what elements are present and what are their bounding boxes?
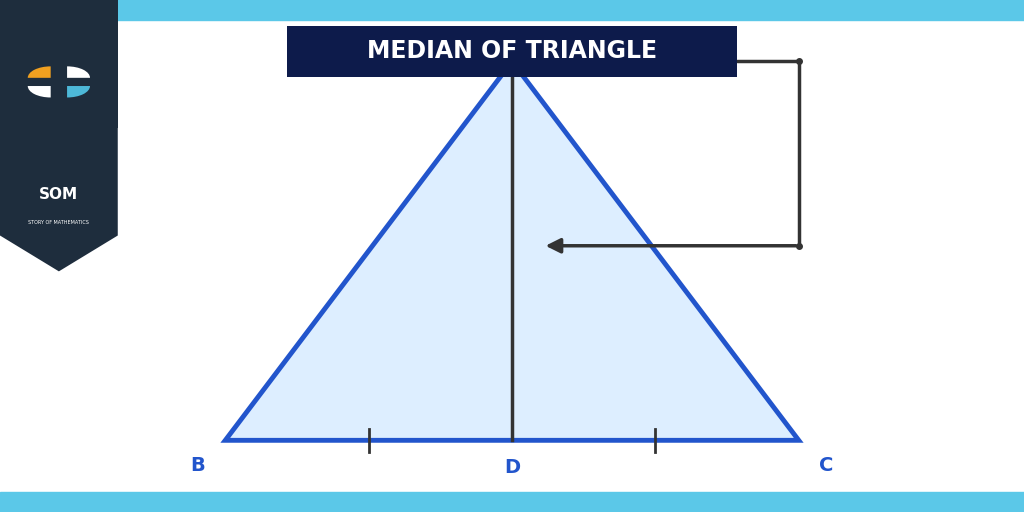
Text: B: B xyxy=(190,456,205,475)
Text: SOM: SOM xyxy=(39,187,79,202)
Wedge shape xyxy=(28,86,51,97)
Wedge shape xyxy=(68,67,90,78)
Text: STORY OF MATHEMATICS: STORY OF MATHEMATICS xyxy=(29,220,89,225)
Text: MEDIAN OF TRIANGLE: MEDIAN OF TRIANGLE xyxy=(367,39,657,63)
Text: A: A xyxy=(505,30,519,49)
FancyBboxPatch shape xyxy=(287,26,737,77)
Wedge shape xyxy=(28,67,51,78)
Polygon shape xyxy=(0,128,118,271)
Wedge shape xyxy=(68,86,90,97)
Polygon shape xyxy=(225,61,799,440)
Text: D: D xyxy=(504,458,520,477)
Text: C: C xyxy=(819,456,834,475)
FancyBboxPatch shape xyxy=(0,0,118,128)
